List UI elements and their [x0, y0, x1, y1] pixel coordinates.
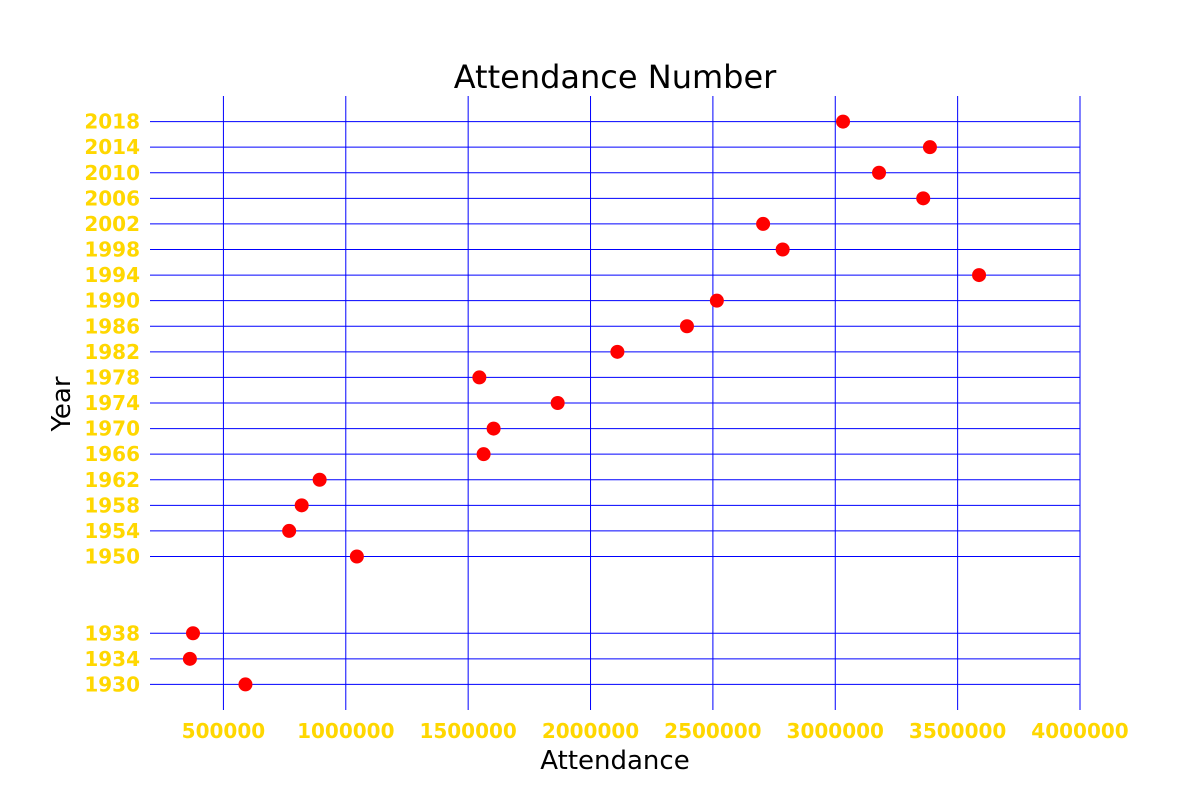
- y-tick-label: 1966: [84, 442, 140, 466]
- data-point: [922, 140, 937, 155]
- x-tick-label: 3500000: [909, 719, 1006, 743]
- y-tick-label: 1974: [84, 391, 140, 415]
- data-point: [679, 319, 694, 334]
- data-point: [916, 191, 931, 206]
- y-tick-label: 1994: [84, 263, 140, 287]
- data-point: [186, 626, 201, 641]
- y-tick-label: 1938: [84, 621, 140, 645]
- y-tick-label: 1954: [84, 519, 140, 543]
- y-tick-label: 1986: [84, 314, 140, 338]
- x-tick-label: 4000000: [1031, 719, 1128, 743]
- y-tick-label: 1998: [84, 238, 140, 262]
- y-tick-label: 1990: [84, 289, 140, 313]
- y-tick-label: 2010: [84, 161, 140, 185]
- data-point: [238, 677, 253, 692]
- y-tick-label: 1930: [84, 672, 140, 696]
- y-tick-label: 2006: [84, 186, 140, 210]
- data-point: [872, 165, 887, 180]
- y-tick-label: 1970: [84, 417, 140, 441]
- y-tick-label: 2014: [84, 135, 140, 159]
- data-point: [294, 498, 309, 513]
- y-tick-label: 2018: [84, 110, 140, 134]
- y-tick-label: 1934: [84, 647, 140, 671]
- grid: [150, 96, 1081, 710]
- y-tick-label: 1950: [84, 545, 140, 569]
- y-tick-label: 1962: [84, 468, 140, 492]
- y-tick-label: 1958: [84, 493, 140, 517]
- x-tick-label: 500000: [182, 719, 266, 743]
- y-axis-label: Year: [47, 376, 77, 432]
- data-point: [472, 370, 487, 385]
- data-point: [182, 651, 197, 666]
- x-tick-label: 1500000: [419, 719, 516, 743]
- data-points: [182, 114, 987, 692]
- data-point: [756, 216, 771, 231]
- data-point: [610, 344, 625, 359]
- data-point: [349, 549, 364, 564]
- data-point: [550, 396, 565, 410]
- data-point: [476, 447, 491, 462]
- chart-title: Attendance Number: [454, 58, 777, 96]
- data-point: [312, 472, 327, 487]
- y-tick-label: 1978: [84, 365, 140, 389]
- y-tick-label: 1982: [84, 340, 140, 364]
- data-point: [972, 268, 987, 283]
- data-point: [836, 114, 851, 129]
- x-tick-label: 3000000: [787, 719, 884, 743]
- x-tick-label: 1000000: [297, 719, 394, 743]
- data-point: [486, 421, 501, 436]
- x-axis-label: Attendance: [540, 746, 689, 776]
- y-tick-label: 2002: [84, 212, 140, 236]
- data-point: [775, 242, 790, 257]
- data-point: [709, 293, 724, 308]
- x-tick-label: 2000000: [542, 719, 639, 743]
- x-tick-label: 2500000: [664, 719, 761, 743]
- x-tick-labels: 500000 1000000 1500000 2000000 2500000 300000…: [182, 719, 1129, 743]
- data-point: [282, 523, 297, 538]
